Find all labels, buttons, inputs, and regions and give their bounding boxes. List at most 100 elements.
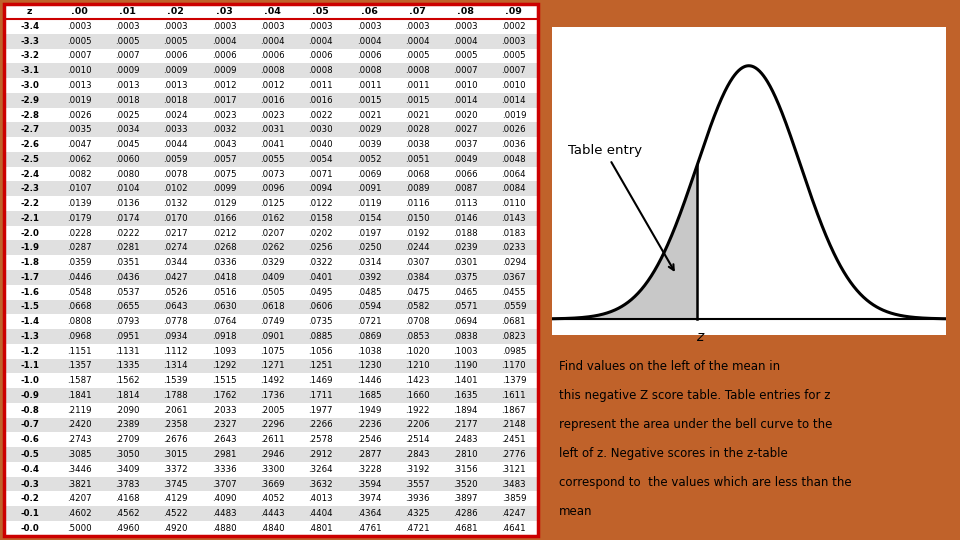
Text: .3228: .3228 — [357, 465, 381, 474]
Text: .0037: .0037 — [453, 140, 478, 149]
Text: .0139: .0139 — [67, 199, 91, 208]
Text: .4880: .4880 — [212, 524, 236, 533]
Text: -2.9: -2.9 — [20, 96, 39, 105]
Text: .4325: .4325 — [405, 509, 430, 518]
Text: .0013: .0013 — [67, 81, 91, 90]
Text: .0150: .0150 — [405, 214, 430, 223]
Text: .0681: .0681 — [501, 317, 526, 326]
Text: .0003: .0003 — [115, 22, 140, 31]
Text: .0427: .0427 — [163, 273, 188, 282]
Text: .1314: .1314 — [163, 361, 188, 370]
Text: .0049: .0049 — [453, 155, 478, 164]
Text: .0170: .0170 — [163, 214, 188, 223]
Text: .0014: .0014 — [501, 96, 526, 105]
Text: .0013: .0013 — [163, 81, 188, 90]
Text: .0071: .0071 — [308, 170, 333, 179]
Text: .0409: .0409 — [260, 273, 285, 282]
Text: .0475: .0475 — [405, 288, 430, 296]
Text: .0009: .0009 — [163, 66, 188, 75]
Text: .0322: .0322 — [308, 258, 333, 267]
Text: .1210: .1210 — [405, 361, 430, 370]
Text: .08: .08 — [457, 7, 474, 16]
Text: .0516: .0516 — [212, 288, 236, 296]
Text: -2.4: -2.4 — [20, 170, 39, 179]
Text: .0192: .0192 — [405, 228, 429, 238]
Text: .1251: .1251 — [308, 361, 333, 370]
Text: .2877: .2877 — [357, 450, 381, 459]
Text: .2843: .2843 — [405, 450, 430, 459]
Text: .0015: .0015 — [405, 96, 430, 105]
Text: .0012: .0012 — [212, 81, 236, 90]
Text: .0007: .0007 — [453, 66, 478, 75]
Text: .3936: .3936 — [405, 494, 429, 503]
Text: .4013: .4013 — [308, 494, 333, 503]
Text: .0262: .0262 — [260, 244, 285, 252]
Text: .4840: .4840 — [260, 524, 285, 533]
Text: .0096: .0096 — [260, 184, 285, 193]
Text: .0968: .0968 — [67, 332, 91, 341]
Text: .3015: .3015 — [163, 450, 188, 459]
Text: -3.3: -3.3 — [20, 37, 39, 46]
Text: -1.2: -1.2 — [20, 347, 39, 356]
Text: .0005: .0005 — [501, 51, 526, 60]
Text: .0055: .0055 — [260, 155, 285, 164]
Text: .0005: .0005 — [163, 37, 188, 46]
Text: .0033: .0033 — [163, 125, 188, 134]
Text: .1562: .1562 — [115, 376, 140, 385]
Text: .0010: .0010 — [453, 81, 478, 90]
Text: .0197: .0197 — [357, 228, 381, 238]
Text: .0119: .0119 — [357, 199, 381, 208]
Text: .0008: .0008 — [260, 66, 285, 75]
Text: .0023: .0023 — [212, 111, 236, 119]
Text: -1.9: -1.9 — [20, 244, 39, 252]
Text: .2296: .2296 — [260, 421, 285, 429]
Text: -0.5: -0.5 — [20, 450, 39, 459]
Text: .0011: .0011 — [308, 81, 333, 90]
Text: .1977: .1977 — [308, 406, 333, 415]
Text: .0003: .0003 — [308, 22, 333, 31]
Text: .4129: .4129 — [163, 494, 188, 503]
Text: -1.4: -1.4 — [20, 317, 39, 326]
Text: -0.8: -0.8 — [20, 406, 39, 415]
Text: .0344: .0344 — [163, 258, 188, 267]
Text: .0052: .0052 — [357, 155, 381, 164]
Text: .0505: .0505 — [260, 288, 285, 296]
Text: .3859: .3859 — [502, 494, 526, 503]
Bar — [5, 270, 538, 285]
Text: .0918: .0918 — [212, 332, 236, 341]
Text: .0217: .0217 — [163, 228, 188, 238]
Text: .1379: .1379 — [502, 376, 526, 385]
Text: .0018: .0018 — [163, 96, 188, 105]
Text: .1020: .1020 — [405, 347, 430, 356]
Text: -0.7: -0.7 — [20, 421, 39, 429]
Text: .2420: .2420 — [67, 421, 91, 429]
Text: .1075: .1075 — [260, 347, 285, 356]
Text: .0455: .0455 — [501, 288, 526, 296]
Text: .3821: .3821 — [67, 480, 91, 489]
Text: .05: .05 — [312, 7, 329, 16]
Text: .3783: .3783 — [115, 480, 140, 489]
Text: .0294: .0294 — [502, 258, 526, 267]
Text: .0003: .0003 — [67, 22, 91, 31]
Text: .2090: .2090 — [115, 406, 140, 415]
Text: -3.0: -3.0 — [20, 81, 39, 90]
Text: .0548: .0548 — [67, 288, 91, 296]
Text: .0222: .0222 — [115, 228, 140, 238]
Bar — [5, 359, 538, 373]
Text: .0075: .0075 — [212, 170, 236, 179]
Text: .07: .07 — [409, 7, 425, 16]
Bar — [5, 403, 538, 417]
Text: .0749: .0749 — [260, 317, 285, 326]
Text: .0694: .0694 — [453, 317, 478, 326]
Text: .2946: .2946 — [260, 450, 285, 459]
Bar — [5, 388, 538, 403]
Text: .1112: .1112 — [163, 347, 188, 356]
Text: .0384: .0384 — [405, 273, 430, 282]
Text: .0003: .0003 — [212, 22, 236, 31]
Text: .0951: .0951 — [115, 332, 140, 341]
Text: .06: .06 — [361, 7, 377, 16]
Text: .0643: .0643 — [163, 302, 188, 312]
Text: .0838: .0838 — [453, 332, 478, 341]
Text: .0018: .0018 — [115, 96, 140, 105]
Text: .0329: .0329 — [260, 258, 285, 267]
